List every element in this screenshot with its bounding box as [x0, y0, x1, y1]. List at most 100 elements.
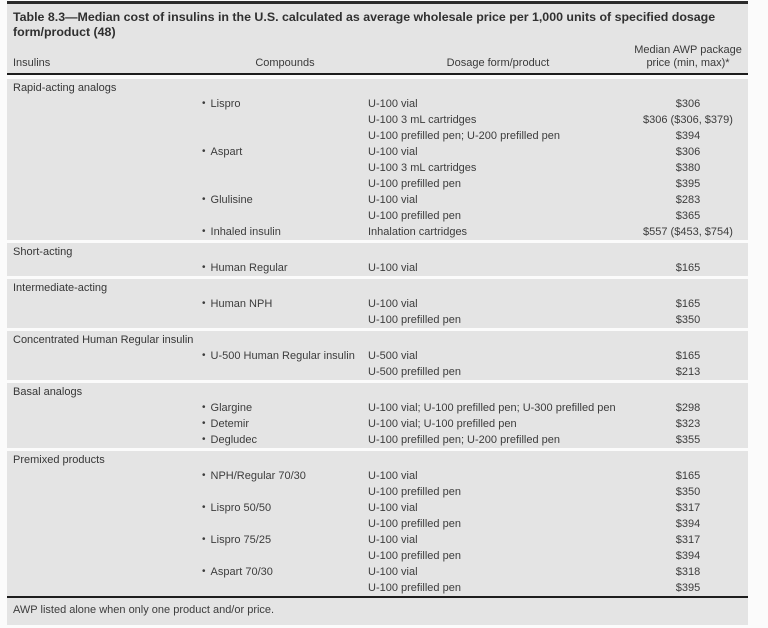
table-body: Rapid-acting analogs • Lispro U-100 vial $30… [7, 79, 748, 596]
insulins-cell [13, 208, 202, 224]
compound-cell [202, 484, 368, 500]
table-row: • Human NPH U-100 vial $165 [7, 296, 748, 312]
insulins-cell [13, 312, 202, 328]
insulins-cell [13, 296, 202, 313]
dosage-form-cell: U-100 prefilled pen [368, 486, 461, 498]
price-cell: $165 [675, 262, 701, 274]
compound-cell: • Human Regular [202, 260, 368, 277]
compound-cell: • Lispro 75/25 [202, 532, 368, 549]
dosage-form-cell: U-100 prefilled pen [368, 582, 461, 594]
bullet-icon: • [202, 434, 206, 445]
table-row: • Aspart U-100 vial $306 [7, 144, 748, 160]
bullet-icon: • [202, 350, 206, 361]
section-header: Basal analogs [13, 386, 83, 398]
table-footer: AWP listed alone when only one product a… [7, 598, 748, 625]
insulins-cell [13, 532, 202, 549]
compound-cell [202, 128, 368, 144]
table-row: • Degludec U-100 prefilled pen; U-200 pref… [7, 432, 748, 448]
insulins-cell [13, 548, 202, 564]
insulins-cell [13, 96, 202, 113]
price-cell: $165 [675, 470, 701, 482]
insulins-cell [13, 416, 202, 433]
price-cell: $306 ($306, $379) [643, 114, 733, 126]
price-cell: $365 [675, 210, 701, 222]
insulins-cell [13, 192, 202, 209]
compound-label: NPH/Regular 70/30 [210, 470, 306, 482]
price-cell: $395 [675, 582, 701, 594]
bullet-icon: • [202, 262, 206, 273]
compound-cell [202, 208, 368, 224]
dosage-form-cell: U-100 vial [368, 502, 418, 514]
compound-cell [202, 548, 368, 564]
dosage-form-cell: U-100 prefilled pen [368, 178, 461, 190]
column-header-dosage: Dosage form/product [446, 57, 550, 69]
price-cell: $298 [675, 402, 701, 414]
section-header: Rapid-acting analogs [13, 82, 117, 94]
price-cell: $317 [675, 534, 701, 546]
compound-cell [202, 580, 368, 596]
compound-cell: • Inhaled insulin [202, 224, 368, 241]
table-row: • Human Regular U-100 vial $165 [7, 260, 748, 276]
table-row: U-100 prefilled pen $394 [7, 548, 748, 564]
dosage-form-cell: U-100 prefilled pen [368, 550, 461, 562]
insulins-cell [13, 400, 202, 417]
dosage-form-cell: U-100 vial [368, 146, 418, 158]
section-header: Short-acting [13, 246, 73, 258]
table-row: U-100 prefilled pen $350 [7, 312, 748, 328]
compound-cell [202, 176, 368, 192]
dosage-form-cell: U-100 vial [368, 566, 418, 578]
insulins-cell [13, 128, 202, 144]
column-header-compounds: Compounds [255, 57, 315, 69]
section-short-acting: Short-acting • Human Regular U-100 vial $165 [7, 243, 748, 276]
compound-cell: • Human NPH [202, 296, 368, 313]
compound-cell: • Degludec [202, 432, 368, 449]
dosage-form-cell: U-100 vial [368, 298, 418, 310]
compound-label: Lispro 50/50 [210, 502, 272, 514]
table-footnote: AWP listed alone when only one product a… [13, 604, 275, 616]
price-cell: $395 [675, 178, 701, 190]
table-row: U-500 prefilled pen $213 [7, 364, 748, 380]
price-cell: $394 [675, 518, 701, 530]
table-row: U-100 3 mL cartridges $306 ($306, $379) [7, 112, 748, 128]
table-row: • Lispro 75/25 U-100 vial $317 [7, 532, 748, 548]
dosage-form-cell: U-100 3 mL cartridges [368, 114, 477, 126]
compound-cell: • Glargine [202, 400, 368, 417]
bullet-icon: • [202, 534, 206, 545]
compound-label: Aspart 70/30 [210, 566, 273, 578]
insulins-cell [13, 224, 202, 241]
table-row: • Aspart 70/30 U-100 vial $318 [7, 564, 748, 580]
price-cell: $350 [675, 486, 701, 498]
insulins-cell [13, 364, 202, 380]
compound-label: Human Regular [210, 262, 288, 274]
table-top-rule [7, 1, 748, 4]
section-header: Concentrated Human Regular insulin [13, 334, 194, 346]
table-row: U-100 prefilled pen $350 [7, 484, 748, 500]
dosage-form-cell: U-100 prefilled pen [368, 210, 461, 222]
column-header-price-line2: price (min, max)* [646, 57, 730, 69]
compound-label: Glargine [210, 402, 253, 414]
table-row: U-100 prefilled pen; U-200 prefilled pen… [7, 128, 748, 144]
table-row: • Glulisine U-100 vial $283 [7, 192, 748, 208]
dosage-form-cell: U-100 prefilled pen; U-200 prefilled pen [368, 434, 561, 446]
bullet-icon: • [202, 194, 206, 205]
dosage-form-cell: U-100 vial [368, 262, 418, 274]
table-row: • Inhaled insulin Inhalation cartridges $55… [7, 224, 748, 240]
compound-label: Degludec [210, 434, 257, 446]
insulins-cell [13, 432, 202, 449]
dosage-form-cell: U-100 vial [368, 194, 418, 206]
table-row: • NPH/Regular 70/30 U-100 vial $165 [7, 468, 748, 484]
compound-cell: • Lispro 50/50 [202, 500, 368, 517]
price-cell: $350 [675, 314, 701, 326]
price-cell: $213 [675, 366, 701, 378]
compound-cell [202, 160, 368, 176]
dosage-form-cell: U-100 3 mL cartridges [368, 162, 477, 174]
compound-cell: • NPH/Regular 70/30 [202, 468, 368, 485]
bullet-icon: • [202, 298, 206, 309]
section-rapid-acting-analogs: Rapid-acting analogs • Lispro U-100 vial $30… [7, 79, 748, 240]
dosage-form-cell: Inhalation cartridges [368, 226, 468, 238]
price-cell: $323 [675, 418, 701, 430]
table-row: • U-500 Human Regular insulin U-500 vial $1… [7, 348, 748, 364]
column-header-price-line1: Median AWP package [634, 44, 742, 56]
insulins-cell [13, 564, 202, 581]
table-row: U-100 prefilled pen $365 [7, 208, 748, 224]
